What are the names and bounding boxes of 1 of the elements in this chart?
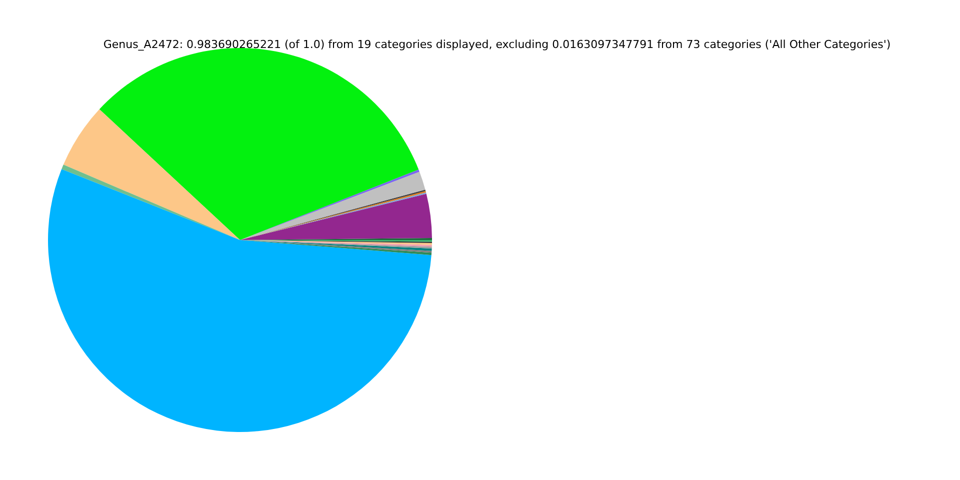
text: Genus_A2472: 0.983690265221 (of 1.0) from 19 categories displayed, excluding 0.0163097347791 from 73 categories ('All Other Categories'): [103, 38, 891, 51]
